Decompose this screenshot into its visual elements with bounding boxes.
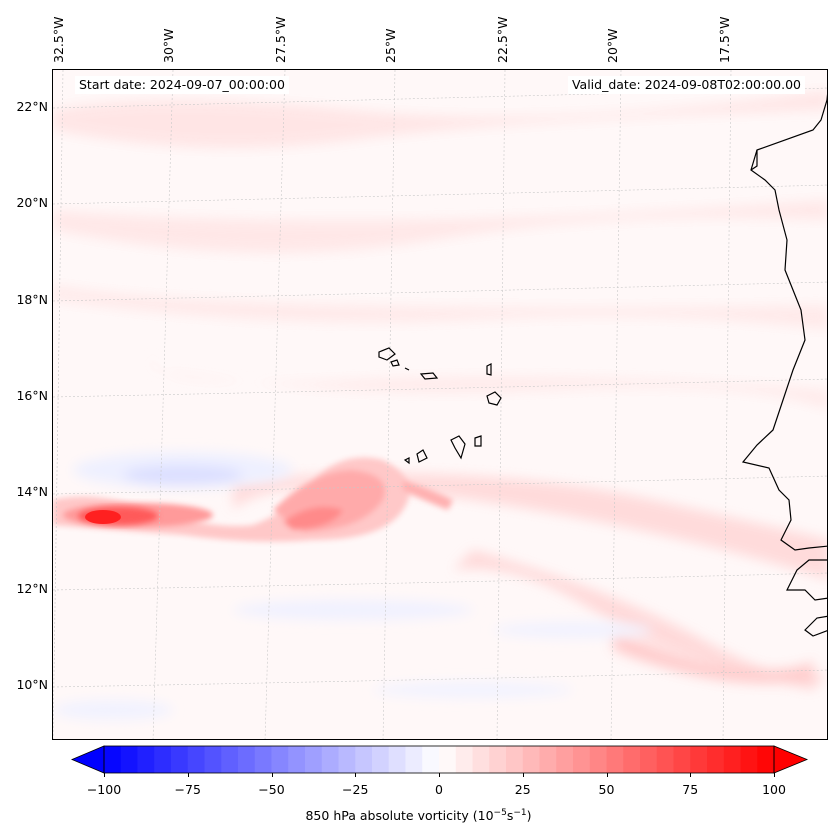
colorbar-segment [539,746,557,773]
colorbar-segment [388,746,406,773]
colorbar-segment [673,746,691,773]
colorbar-segment [338,746,356,773]
colorbar-segment [422,746,440,773]
colorbar-segment [254,746,272,773]
colorbar-tick [606,773,608,777]
colorbar-segment [221,746,239,773]
colorbar-segment [556,746,574,773]
colorbar-segment [707,746,725,773]
longitude-label: 30°W [161,28,176,63]
colorbar-segment [355,746,373,773]
colorbar-segment [305,746,323,773]
colorbar-tick-label: 0 [435,782,443,797]
colorbar-segment [372,746,390,773]
colorbar-segment [120,746,138,773]
colorbar-segment [589,746,607,773]
colorbar-segment [137,746,155,773]
colorbar-segment [455,746,473,773]
latitude-label: 16°N [16,388,48,403]
colorbar-tick-label: 25 [514,782,531,797]
colorbar-segment [640,746,658,773]
latitude-label: 12°N [16,581,48,596]
colorbar-tick [187,773,189,777]
colorbar-segment [271,746,289,773]
colorbar-segment [104,746,122,773]
cape-verde-islands [378,347,502,465]
african-coastline [741,93,827,637]
longitude-label: 27.5°W [273,16,288,63]
latitude-label: 10°N [16,677,48,692]
colorbar-segment [522,746,540,773]
start-date-label: Start date: 2024-09-07_00:00:00 [75,76,289,94]
colorbar-tick-label: 50 [598,782,615,797]
coastline-detail [750,150,758,171]
colorbar-segment [506,746,524,773]
latitude-label: 14°N [16,484,48,499]
colorbar-segment [656,746,674,773]
weak-positive-vorticity-streaks [53,90,827,690]
colorbar-gradient [70,745,809,774]
colorbar-segment [757,746,775,773]
colorbar-tick [439,773,440,777]
colorbar-tick [774,773,775,777]
colorbar-tick-label: −50 [258,782,285,797]
negative-vorticity-patches [53,452,653,720]
colorbar-segment [405,746,423,773]
colorbar-segment [740,746,758,773]
longitude-label: 32.5°W [51,16,66,63]
colorbar-segment [187,746,205,773]
colorbar-segment [573,746,591,773]
colorbar-segment [606,746,624,773]
latitude-label: 18°N [16,292,48,307]
colorbar-tick-label: −100 [86,782,122,797]
colorbar-segment [204,746,222,773]
colorbar-tick-label: 75 [682,782,699,797]
longitude-label: 20°W [605,28,620,63]
colorbar-tick-label: −25 [342,782,369,797]
colorbar-label: 850 hPa absolute vorticity (10−5s−1) [305,808,532,824]
colorbar-max-extend [773,745,809,774]
longitude-label: 25°W [383,28,398,63]
colorbar-segment [690,746,708,773]
colorbar-segment [723,746,741,773]
colorbar-tick [104,773,105,777]
colorbar-segment [489,746,507,773]
colorbar-segment [321,746,339,773]
colorbar-tick-label: −75 [174,782,201,797]
vorticity-maximum [63,503,213,527]
colorbar-segment [238,746,256,773]
colorbar-segment [288,746,306,773]
colorbar-tick [271,773,273,777]
colorbar: −100 −75 −50 −25 0 25 50 75 100 850 hPa absolute… [0,740,837,839]
colorbar-tick [522,773,524,777]
colorbar-tick [690,773,692,777]
colorbar-segment [623,746,641,773]
colorbar-segment [154,746,172,773]
latitude-label: 20°N [16,195,48,210]
colorbar-tick [355,773,357,777]
colorbar-tick-label: 100 [762,782,786,797]
longitude-label: 22.5°W [495,16,510,63]
map-panel [52,69,828,740]
colorbar-segment [472,746,490,773]
colorbar-min-extend [70,745,105,774]
colorbar-segment [439,746,457,773]
colorbar-segment [171,746,189,773]
vorticity-field [53,70,827,739]
latitude-label: 22°N [16,99,48,114]
longitude-label: 17.5°W [717,16,732,63]
valid-date-label: Valid_date: 2024-09-08T02:00:00.00 [567,76,805,94]
